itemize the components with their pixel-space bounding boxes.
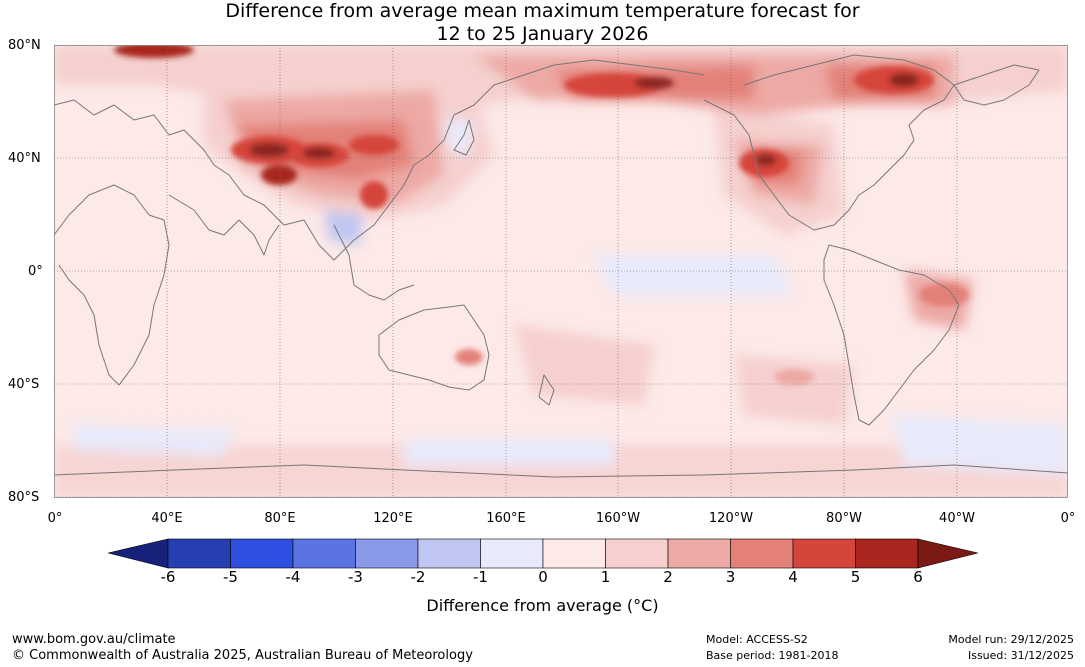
colorbar-tick-label: 2: [663, 568, 673, 586]
colorbar: [107, 538, 979, 570]
anomaly-region-southatlantic: [734, 355, 854, 425]
anomaly-hotspots: [114, 45, 969, 385]
title-line-2: 12 to 25 January 2026: [436, 23, 649, 45]
coast-australia: [378, 304, 490, 391]
colorbar-swatch: [480, 538, 544, 569]
forecast-map: [54, 45, 1068, 498]
colorbar-tick-label: -4: [285, 568, 301, 586]
lon-label-0-right: 0°: [1060, 511, 1076, 526]
lon-label-160w: 160°W: [595, 511, 641, 526]
colorbar-tick-label: -6: [160, 568, 176, 586]
colorbar-swatch: [605, 538, 669, 569]
title-line-1: Difference from average mean maximum tem…: [225, 0, 860, 22]
colorbar-tick-label: 1: [600, 568, 611, 586]
lat-label-0: 0°: [28, 264, 43, 279]
colorbar-swatch: [417, 538, 481, 569]
colorbar-swatch: [667, 538, 731, 569]
footer-base-period: Base period: 1981-2018: [706, 649, 839, 662]
colorbar-tick-label: 3: [725, 568, 736, 586]
coast-europe-asia: [54, 59, 705, 261]
footer-model: Model: ACCESS-S2: [706, 633, 808, 646]
coast-south-america: [823, 244, 960, 426]
graticule: [54, 45, 1068, 498]
colorbar-tick-label: -1: [473, 568, 488, 586]
lon-label-80e: 80°E: [264, 511, 296, 526]
footer-website: www.bom.gov.au/climate: [12, 632, 176, 647]
anomaly-region-cool-asia: [324, 210, 364, 245]
anomaly-region-southpacific: [514, 325, 654, 405]
colorbar-swatch: [792, 538, 856, 569]
coastlines: [54, 54, 1068, 478]
anomaly-region-cool-pacific: [594, 255, 794, 295]
lat-label-40s: 40°S: [8, 377, 40, 392]
lat-label-80s: 80°S: [8, 490, 40, 505]
anomaly-region-southern: [54, 445, 1068, 498]
map-svg: [54, 45, 1068, 498]
lon-label-40e: 40°E: [151, 511, 183, 526]
colorbar-swatch: [230, 538, 294, 569]
colorbar-extend-low: [107, 538, 169, 569]
lon-label-0-left: 0°: [47, 511, 63, 526]
coast-antarctica: [54, 464, 1068, 478]
colorbar-swatch: [730, 538, 794, 569]
colorbar-tick-label: -5: [223, 568, 238, 586]
lon-label-40w: 40°W: [939, 511, 975, 526]
chart-title: Difference from average mean maximum tem…: [0, 0, 1085, 46]
lon-label-160e: 160°E: [486, 511, 526, 526]
anomaly-region-cool-southern-3: [894, 415, 1068, 475]
colorbar-extend-high: [917, 538, 979, 569]
coast-japan: [453, 119, 475, 156]
coast-se-asia: [333, 224, 415, 301]
colorbar-swatch: [167, 538, 231, 569]
colorbar-swatch: [355, 538, 419, 569]
colorbar-svg: [107, 538, 979, 569]
colorbar-tick-label: -3: [348, 568, 363, 586]
colorbar-tick-label: 6: [913, 568, 923, 586]
lon-label-120e: 120°E: [373, 511, 413, 526]
coast-north-america: [703, 54, 955, 231]
coast-africa: [54, 184, 170, 386]
lon-label-80w: 80°W: [826, 511, 862, 526]
colorbar-label: Difference from average (°C): [426, 596, 659, 615]
lat-label-80n: 80°N: [8, 38, 41, 53]
coast-greenland: [953, 64, 1040, 106]
colorbar-tick-label: 5: [850, 568, 861, 586]
colorbar-swatch: [542, 538, 606, 569]
footer-copyright: © Commonwealth of Australia 2025, Austra…: [12, 648, 473, 663]
colorbar-tick-label: 0: [538, 568, 548, 586]
footer-issued: Issued: 31/12/2025: [967, 649, 1074, 662]
lon-label-120w: 120°W: [708, 511, 754, 526]
coast-arabia-india: [168, 194, 280, 256]
footer-model-run: Model run: 29/12/2025: [948, 633, 1074, 646]
colorbar-tick-label: -2: [410, 568, 426, 586]
coast-new-zealand: [538, 374, 555, 406]
colorbar-tick-label: 4: [788, 568, 798, 586]
colorbar-swatch: [292, 538, 356, 569]
anomaly-region-cool-southern-1: [74, 425, 234, 455]
lat-label-40n: 40°N: [8, 151, 41, 166]
colorbar-swatch: [855, 538, 919, 569]
anomaly-region-cool-southern-2: [404, 440, 614, 465]
